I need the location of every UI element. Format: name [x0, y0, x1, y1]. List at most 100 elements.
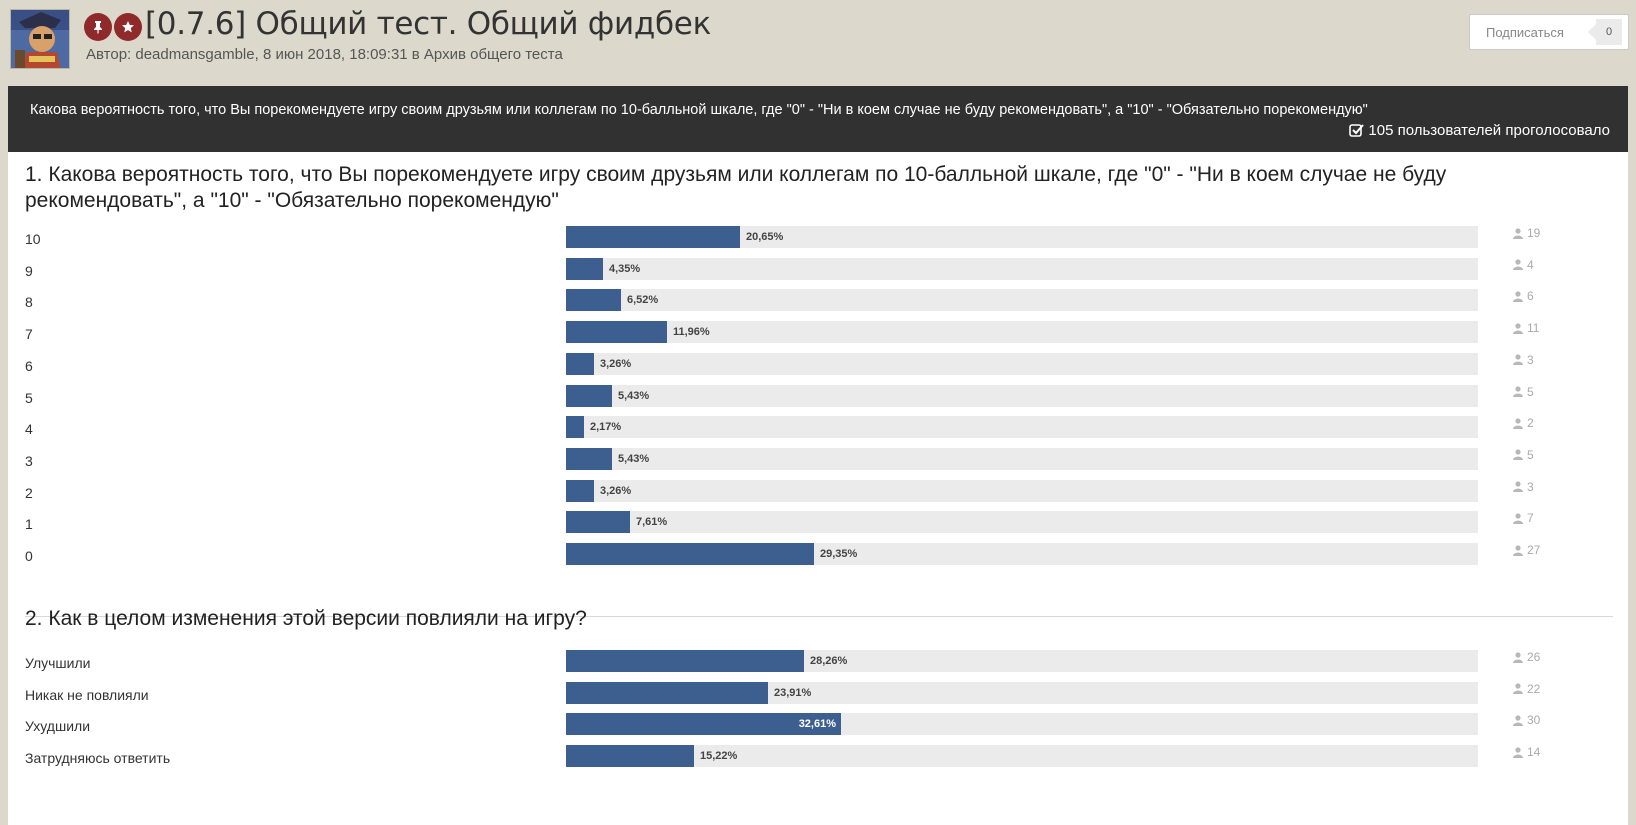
poll-choice-row: 4 2,17% 2 — [25, 414, 1625, 447]
choice-votes-count: 7 — [1527, 511, 1534, 526]
choice-bar-fill — [566, 713, 841, 736]
choice-votes-count: 11 — [1527, 321, 1540, 336]
poll-choice-row: 3 5,43% 5 — [25, 446, 1625, 479]
choice-label: 10 — [25, 231, 41, 247]
poll-voters: 105 пользователей проголосовало — [1349, 122, 1610, 139]
choice-label: 2 — [25, 484, 33, 501]
choice-percent: 7,61% — [636, 516, 668, 529]
choice-percent: 2,17% — [590, 421, 622, 434]
choice-votes-count: 19 — [1527, 226, 1541, 240]
choice-percent: 4,35% — [609, 262, 641, 275]
user-icon — [1513, 386, 1527, 397]
choice-votes-count: 3 — [1527, 479, 1534, 494]
follow-count: 0 — [1588, 19, 1622, 45]
choice-bar-fill — [566, 416, 584, 439]
choice-bar-track: 5,43% — [566, 384, 1478, 407]
choice-label: 8 — [25, 294, 33, 311]
choice-votes: 19 — [1513, 226, 1540, 240]
poll-title: Какова вероятность того, что Вы порекоме… — [30, 102, 1368, 118]
choice-percent: 29,35% — [820, 548, 858, 560]
choice-label: Затрудняюсь ответить — [25, 750, 171, 767]
choice-bar-fill — [566, 681, 768, 704]
choice-label: Улучшили — [25, 655, 91, 671]
choice-bar-track: 20,65% — [566, 226, 1478, 248]
user-icon — [1513, 354, 1527, 366]
user-icon — [1513, 651, 1527, 663]
choice-votes: 5 — [1513, 385, 1534, 399]
topic-header: [0.7.6] Общий тест. Общий фидбек Автор: … — [0, 0, 1636, 80]
poll-choice-row: Ухудшили 32,61% 30 — [25, 711, 1625, 744]
choice-label: 3 — [25, 452, 33, 469]
choice-votes: 6 — [1513, 289, 1534, 303]
user-icon — [1513, 259, 1527, 271]
poll-header: Какова вероятность того, что Вы порекоме… — [8, 86, 1628, 152]
user-icon — [1513, 746, 1527, 758]
choice-percent: 5,43% — [618, 389, 650, 402]
poll-choice-row: Затрудняюсь ответить 15,22% 14 — [25, 743, 1625, 776]
choice-bar-fill — [566, 257, 603, 280]
poll-choice-row: 1 7,61% 7 — [25, 509, 1625, 542]
user-icon — [1513, 481, 1527, 493]
user-icon — [1513, 715, 1527, 726]
poll-choice-row: 5 5,43% 5 — [25, 383, 1625, 416]
choice-bar-track: 2,17% — [566, 416, 1478, 439]
choice-votes-count: 5 — [1527, 384, 1534, 399]
choice-votes-count: 6 — [1527, 289, 1534, 304]
choice-bar-fill — [566, 511, 630, 534]
user-icon — [1513, 227, 1527, 239]
poll-choice-row: 7 11,96% 11 — [25, 319, 1625, 352]
author-avatar[interactable] — [10, 9, 70, 69]
user-icon — [1513, 513, 1527, 524]
choice-percent: 15,22% — [700, 750, 738, 763]
choice-bar-fill — [566, 543, 814, 565]
choice-votes: 3 — [1513, 353, 1534, 367]
choice-votes-count: 5 — [1527, 447, 1534, 462]
choice-percent: 20,65% — [746, 231, 784, 243]
choice-votes-count: 2 — [1527, 416, 1534, 431]
choice-label: Никак не повлияли — [25, 686, 149, 703]
poll-voters-text: 105 пользователей проголосовало — [1368, 122, 1610, 139]
choice-bar-fill — [566, 479, 594, 502]
choice-bar-track: 3,26% — [566, 352, 1478, 375]
choice-percent: 28,26% — [810, 655, 848, 667]
choice-bar-track: 7,61% — [566, 511, 1478, 534]
choice-percent: 3,26% — [600, 484, 632, 497]
choice-bar-track: 15,22% — [566, 745, 1478, 768]
choice-label: 6 — [25, 357, 33, 374]
choice-label: 9 — [25, 262, 33, 279]
choice-bar-track: 5,43% — [566, 447, 1478, 470]
choice-votes: 5 — [1513, 448, 1534, 462]
choice-label: Ухудшили — [25, 718, 91, 735]
poll-choice-row: 6 3,26% 3 — [25, 351, 1625, 384]
topic-meta: Автор: deadmansgamble, 8 июн 2018, 18:09… — [86, 46, 563, 63]
choice-percent: 23,91% — [774, 686, 812, 699]
choice-votes: 11 — [1513, 321, 1539, 335]
featured-star-icon — [114, 13, 142, 41]
choice-votes: 2 — [1513, 416, 1534, 430]
choice-votes-count: 30 — [1527, 713, 1541, 728]
user-icon — [1513, 683, 1527, 695]
poll-choice-row: 8 6,52% 6 — [25, 287, 1625, 320]
choice-votes-count: 3 — [1527, 352, 1534, 367]
choice-label: 4 — [25, 421, 33, 438]
choice-votes: 26 — [1513, 650, 1540, 664]
choice-percent: 6,52% — [627, 294, 659, 307]
choice-percent: 5,43% — [618, 452, 650, 465]
choice-bar-fill — [566, 352, 594, 375]
topic-title: [0.7.6] Общий тест. Общий фидбек — [145, 6, 711, 42]
pinned-icon — [84, 13, 112, 41]
choice-votes: 27 — [1513, 543, 1540, 557]
choice-votes-count: 14 — [1527, 745, 1541, 760]
poll-question-1: 1. Какова вероятность того, что Вы порек… — [25, 162, 1585, 565]
poll-choice-row: 0 29,35% 27 — [25, 541, 1625, 574]
poll-choice-row: 2 3,26% 3 — [25, 478, 1625, 511]
question-title: 2. Как в целом изменения этой версии пов… — [25, 607, 587, 630]
choice-bar-track: 4,35% — [566, 257, 1478, 280]
choice-bar-fill — [566, 650, 804, 672]
poll-choice-row: Улучшили 28,26% 26 — [25, 648, 1625, 681]
choice-votes: 30 — [1513, 713, 1540, 727]
user-icon — [1513, 449, 1527, 461]
choice-label: 0 — [25, 548, 33, 564]
follow-button[interactable]: Подписаться 0 — [1469, 14, 1629, 50]
choice-votes: 3 — [1513, 480, 1534, 494]
